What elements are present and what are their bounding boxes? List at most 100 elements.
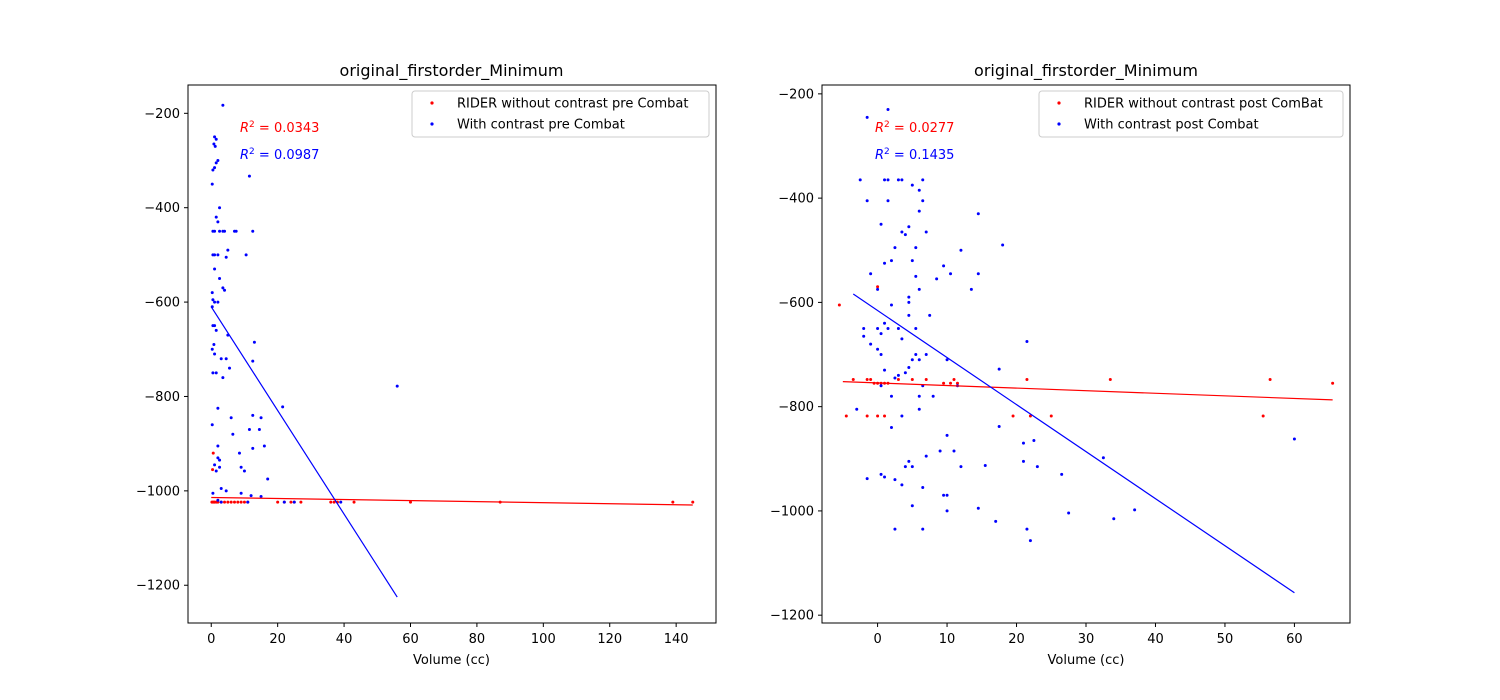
chart-left-point: [282, 500, 286, 504]
chart-right-point: [1101, 456, 1105, 460]
chart-right-point: [1268, 378, 1272, 382]
chart-right-point: [907, 366, 911, 370]
chart-right-point: [949, 272, 953, 276]
chart-left-point: [242, 469, 246, 473]
chart-left-point: [228, 366, 232, 370]
chart-right-legend-marker: [1057, 122, 1061, 126]
chart-left-point: [213, 144, 217, 148]
chart-right-ytick-label: −600: [778, 296, 814, 311]
chart-left-point: [221, 376, 225, 380]
chart-left-point: [214, 328, 218, 332]
chart-right-point: [869, 378, 873, 382]
chart-left-r2-label: R2 = 0.0343: [240, 120, 319, 136]
chart-right-xtick-label: 30: [1078, 632, 1095, 647]
chart-left-point: [246, 500, 250, 504]
chart-right-point: [907, 300, 911, 304]
chart-right-point: [862, 326, 866, 330]
chart-left-point: [218, 458, 222, 462]
chart-left-point: [211, 468, 215, 472]
chart-right-fit-line-rider: [842, 381, 1333, 401]
chart-right-point: [903, 465, 907, 469]
chart-left-point: [234, 229, 238, 233]
chart-right-point: [907, 295, 911, 299]
chart-left-point: [251, 229, 255, 233]
chart-left-xtick-label: 60: [402, 632, 419, 647]
chart-right-point: [938, 449, 942, 453]
chart-right-plot-area: 0 10 20 30 40 50 60 −200 −400 −600 −800 −1000 −1200 R…: [770, 84, 1351, 647]
chart-left-frame: [187, 84, 717, 624]
chart-right-point: [883, 368, 887, 372]
chart-left-point: [218, 276, 222, 280]
chart-right-point: [914, 274, 918, 278]
chart-right-point: [855, 407, 859, 411]
chart-left-point: [229, 500, 233, 504]
chart-right-fit-line-contrast: [852, 293, 1295, 594]
chart-right-point: [1011, 414, 1015, 418]
chart-right-point: [900, 230, 904, 234]
chart-right-point: [931, 394, 935, 398]
chart-left-point: [210, 182, 214, 186]
chart-right-point: [883, 261, 887, 265]
chart-left-point: [252, 340, 256, 344]
chart-left-point: [224, 357, 228, 361]
chart-right-point: [969, 287, 973, 291]
chart-right-point: [865, 414, 869, 418]
chart-right-point: [1331, 381, 1335, 385]
chart-left-point: [213, 166, 217, 170]
chart-right-point: [976, 212, 980, 216]
chart-right-point: [1025, 527, 1029, 531]
chart-left-point: [251, 359, 255, 363]
chart-left-point: [237, 451, 241, 455]
chart-right-xlabel: Volume (cc): [1048, 653, 1125, 668]
chart-right-title: original_firstorder_Minimum: [974, 61, 1198, 81]
chart-right-point: [889, 394, 893, 398]
chart-left-point: [249, 494, 253, 498]
chart-left-point: [214, 371, 218, 375]
chart-left-point: [408, 500, 412, 504]
chart-left-point: [216, 253, 220, 257]
chart-right-point: [879, 384, 883, 388]
chart-right-point: [955, 381, 959, 385]
chart-left-legend-marker: [430, 101, 434, 105]
chart-right-xtick-label: 20: [1008, 632, 1025, 647]
chart-right-point: [994, 519, 998, 523]
chart-left-point: [226, 500, 230, 504]
chart-right-data: [837, 108, 1335, 594]
chart-right-point: [883, 475, 887, 479]
chart-left-point: [276, 500, 280, 504]
chart-right-point: [865, 115, 869, 119]
chart-left-point: [213, 352, 217, 356]
chart-right-ytick-label: −1000: [770, 504, 814, 519]
chart-right-point: [942, 381, 946, 385]
chart-left-legend-box: [411, 90, 710, 138]
chart-right-point: [896, 378, 900, 382]
chart-left-point: [329, 500, 333, 504]
chart-right-r2-label: R2 = 0.1435: [875, 147, 954, 163]
chart-right-point: [917, 209, 921, 213]
chart-left-point: [216, 220, 220, 224]
chart-left-point: [211, 371, 215, 375]
chart-right-point: [907, 459, 911, 463]
chart-left-point: [213, 300, 217, 304]
chart-right-point: [893, 246, 897, 250]
chart-left-point: [292, 500, 296, 504]
chart-left-point: [214, 469, 218, 473]
chart-right-legend-label: RIDER without contrast post ComBat: [1084, 97, 1323, 112]
chart-right-xtick-label: 60: [1286, 632, 1303, 647]
chart-left-ytick-label: −400: [144, 201, 180, 216]
chart-right-point: [1067, 511, 1071, 515]
chart-right-point: [865, 378, 869, 382]
chart-right-legend-box: [1038, 90, 1344, 138]
chart-right: original_firstorder_Minimum 0 10 20 30 40 50 6…: [770, 61, 1351, 668]
chart-left-point: [229, 416, 233, 420]
chart-right-ytick-label: −1200: [770, 609, 814, 624]
chart-right-point: [1025, 378, 1029, 382]
chart-right-point: [1261, 414, 1265, 418]
chart-right-point: [837, 303, 841, 307]
chart-left-point: [247, 428, 251, 432]
chart-right-point: [883, 414, 887, 418]
chart-left-ytick-label: −600: [144, 296, 180, 311]
chart-left-r2-label: R2 = 0.0987: [240, 147, 319, 163]
chart-left-point: [223, 288, 227, 292]
